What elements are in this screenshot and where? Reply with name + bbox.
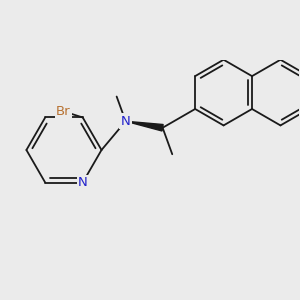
Polygon shape xyxy=(126,121,163,131)
Text: Br: Br xyxy=(56,105,70,118)
Text: N: N xyxy=(78,176,88,189)
Text: N: N xyxy=(121,115,130,128)
